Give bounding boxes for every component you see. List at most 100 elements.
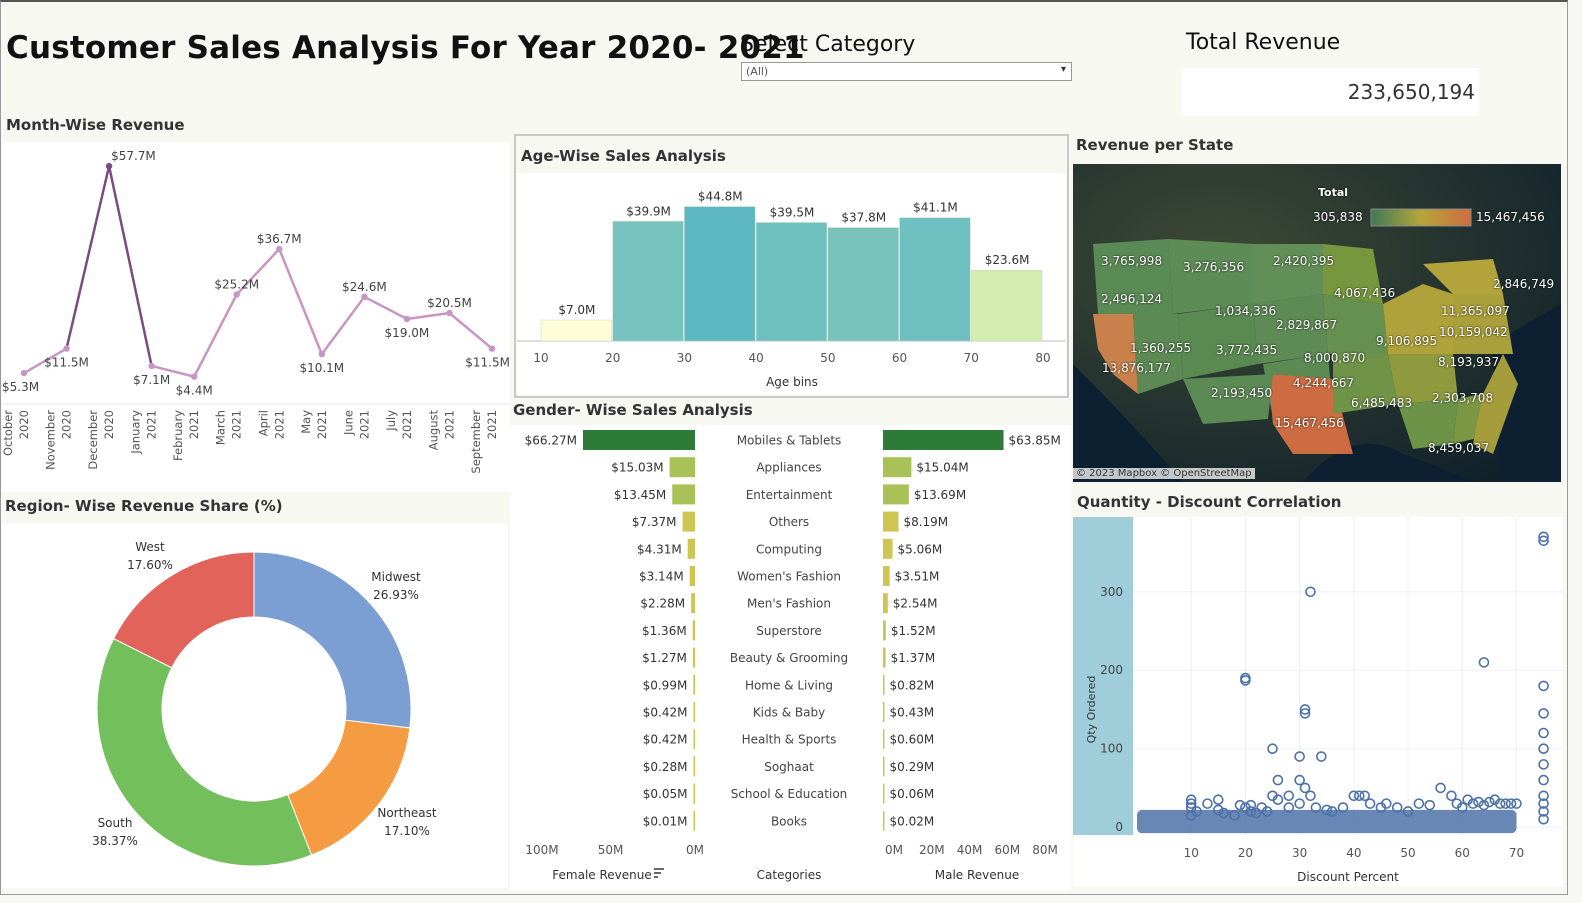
age-bar — [827, 227, 899, 342]
male-bar — [883, 810, 885, 831]
gender-category-label: Superstore — [756, 624, 822, 638]
month-data-label: $11.5M — [465, 356, 510, 370]
scatter-point — [1353, 790, 1365, 802]
scatter-point — [1364, 798, 1376, 809]
scatter-x-tick: 30 — [1292, 846, 1307, 860]
age-bar — [540, 319, 612, 342]
region-share-chart[interactable]: Midwest 26.93% Northeast 17.10% South 38.37% W… — [2, 523, 508, 888]
month-data-label: $24.6M — [342, 280, 387, 294]
map-state-value: 2,420,395 — [1273, 254, 1335, 268]
female-axis-tick: 50M — [598, 843, 624, 857]
scatter-y-tick: 0 — [1115, 820, 1123, 834]
region-slice-name: Midwest — [371, 570, 421, 584]
gender-category-label: Others — [769, 515, 809, 529]
male-bar — [883, 783, 885, 804]
scatter-point — [1538, 535, 1549, 547]
month-line-segment — [406, 311, 450, 321]
gender-sales-title: Gender- Wise Sales Analysis — [513, 401, 753, 419]
month-revenue-title: Month-Wise Revenue — [6, 116, 185, 134]
map-state-value: 2,303,708 — [1432, 391, 1494, 405]
month-point — [190, 373, 198, 380]
male-bar — [883, 511, 899, 532]
map-state-value: 4,067,436 — [1334, 286, 1396, 300]
age-bar — [971, 269, 1043, 342]
state-revenue-title: Revenue per State — [1076, 136, 1234, 154]
month-point — [446, 309, 453, 317]
scatter-point — [1229, 810, 1240, 821]
scatter-point — [1213, 804, 1224, 816]
gender-category-label: Men's Fashion — [747, 597, 831, 611]
female-bar-label: $13.45M — [614, 488, 666, 502]
category-dropdown[interactable]: (All) ▾ — [741, 62, 1072, 81]
map-state-value: 8,000,870 — [1304, 351, 1366, 365]
month-tick-label: 2021 — [442, 410, 456, 439]
month-point — [361, 293, 368, 301]
scatter-point — [1294, 774, 1305, 786]
gender-category-label: Mobiles & Tablets — [737, 434, 842, 448]
region-slice-name: West — [135, 540, 165, 554]
age-tick-label: 50 — [820, 351, 835, 365]
age-bar-label: $7.0M — [558, 303, 595, 317]
map-background — [1073, 164, 1561, 482]
age-bar — [899, 217, 971, 342]
scatter-x-tick: 10 — [1184, 846, 1199, 860]
scatter-point — [1473, 796, 1484, 808]
female-bar-label: $2.28M — [640, 597, 685, 611]
scatter-point — [1245, 806, 1257, 817]
month-data-label: $20.5M — [427, 296, 472, 310]
month-data-label: $36.7M — [257, 232, 302, 246]
scatter-point — [1240, 672, 1251, 684]
month-tick-label: November — [44, 410, 58, 470]
male-bar-label: $1.52M — [891, 624, 936, 638]
scatter-point — [1505, 798, 1517, 809]
male-bar — [883, 756, 885, 777]
female-bar-label: $7.37M — [632, 515, 677, 529]
scatter-x-tick: 50 — [1400, 846, 1415, 860]
female-bar-label: $15.03M — [611, 461, 663, 475]
map-state-value: 1,360,255 — [1130, 341, 1192, 355]
month-tick-label: 2021 — [230, 410, 244, 439]
scatter-y-tick: 100 — [1100, 742, 1123, 756]
male-bar — [883, 702, 885, 722]
scatter-point — [1299, 708, 1311, 719]
male-bar — [883, 729, 885, 750]
female-bar-label: $0.42M — [643, 706, 688, 720]
age-bar — [684, 206, 756, 342]
scatter-point — [1294, 798, 1305, 809]
select-category-label: Select Category — [740, 32, 916, 57]
scatter-point — [1337, 802, 1349, 813]
female-bar — [693, 756, 695, 777]
female-bar-label: $4.31M — [637, 542, 682, 556]
categories-axis-label: Categories — [757, 868, 822, 882]
month-point — [148, 362, 155, 370]
age-bar-label: $44.8M — [698, 190, 743, 204]
month-tick-label: January — [129, 410, 143, 455]
state-revenue-map[interactable]: Total 305,838 15,467,456 3,765,998 3,276,… — [1073, 164, 1561, 482]
male-axis-label: Male Revenue — [935, 868, 1020, 882]
gender-sales-chart[interactable]: $66.27M $63.85M Mobiles & Tablets $15.03M $1… — [510, 425, 1071, 890]
month-tick-label: September — [469, 410, 483, 474]
age-bar — [612, 221, 684, 342]
scatter-point — [1538, 790, 1549, 802]
scatter-chart[interactable]: 10 20 30 40 50 60 70 0 100 200 300 Qty Ordered Disco… — [1073, 517, 1563, 887]
month-revenue-panel: $5.3M October 2020 $11.5M November 2020 $57.7M… — [1, 142, 510, 492]
map-state-value: 3,765,998 — [1101, 254, 1163, 268]
female-bar — [689, 566, 695, 586]
age-sales-chart[interactable]: $7.0M $39.9M $44.8M $39.5M $37.8M $41.1M $23.6… — [517, 173, 1066, 395]
chevron-down-icon[interactable]: ▾ — [1060, 64, 1066, 75]
scatter-point — [1234, 799, 1246, 811]
month-line-segment — [363, 295, 408, 321]
age-bar-label: $39.9M — [626, 204, 671, 218]
age-tick-label: 10 — [533, 351, 548, 365]
scatter-point — [1538, 798, 1549, 809]
map-state-value: 9,106,895 — [1376, 334, 1438, 348]
male-bar-label: $2.54M — [893, 597, 938, 611]
female-axis-tick: 0M — [686, 843, 704, 857]
age-x-label: Age bins — [766, 375, 818, 389]
region-slice-name: South — [98, 816, 133, 830]
male-axis-tick: 0M — [885, 843, 903, 857]
female-bar-label: $3.14M — [639, 570, 684, 584]
map-state-value: 2,496,124 — [1101, 292, 1163, 306]
male-bar-label: $15.04M — [916, 461, 968, 475]
